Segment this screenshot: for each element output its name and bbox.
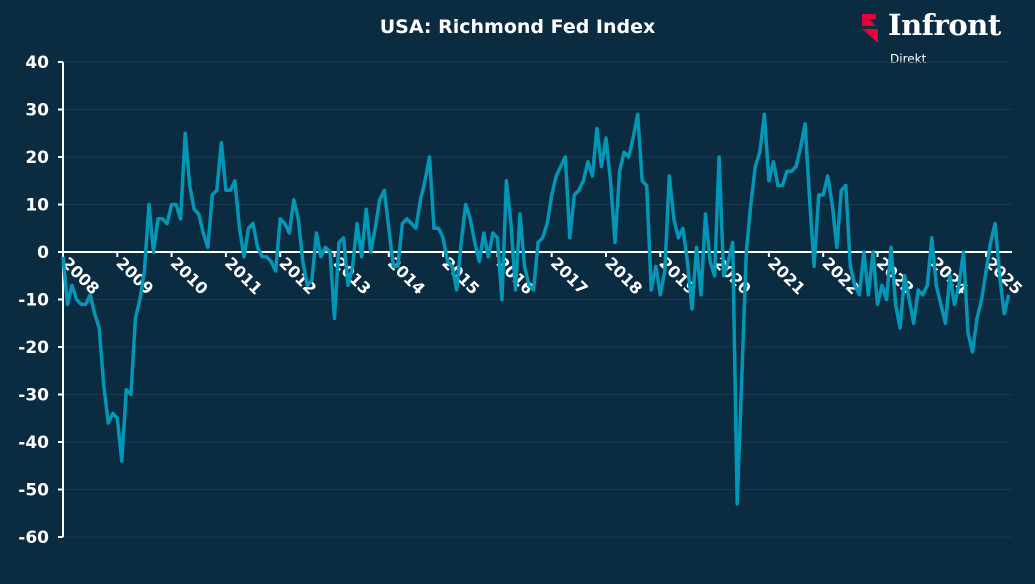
series-line-richmond-fed-index: [61, 112, 1011, 506]
y-tick-label: -60: [18, 528, 49, 548]
x-tick-label: 2011: [221, 253, 266, 298]
x-tick-label: 2014: [384, 253, 429, 298]
y-tick-label: 20: [25, 148, 49, 168]
chart-title: USA: Richmond Fed Index: [379, 16, 656, 38]
x-tick-label: 2021: [764, 253, 809, 298]
y-tick-label: -40: [18, 433, 49, 453]
y-tick-label: 0: [37, 243, 49, 263]
x-tick-label: 2009: [112, 253, 157, 298]
y-tick-label: -50: [18, 481, 49, 501]
y-tick-label: 40: [25, 53, 49, 73]
logo-brand: Infront: [888, 8, 1001, 42]
x-tick-label: 2018: [601, 253, 646, 298]
infront-logo-icon: [862, 14, 878, 43]
x-tick-label: 2017: [547, 253, 592, 298]
y-tick-label: 30: [25, 101, 49, 121]
x-tick-label: 2010: [167, 253, 212, 298]
infront-logo: Infront Direkt: [862, 8, 1022, 72]
y-tick-label: -10: [18, 291, 49, 311]
y-tick-label: 10: [25, 196, 49, 216]
y-tick-label: -30: [18, 386, 49, 406]
y-tick-label: -20: [18, 338, 49, 358]
